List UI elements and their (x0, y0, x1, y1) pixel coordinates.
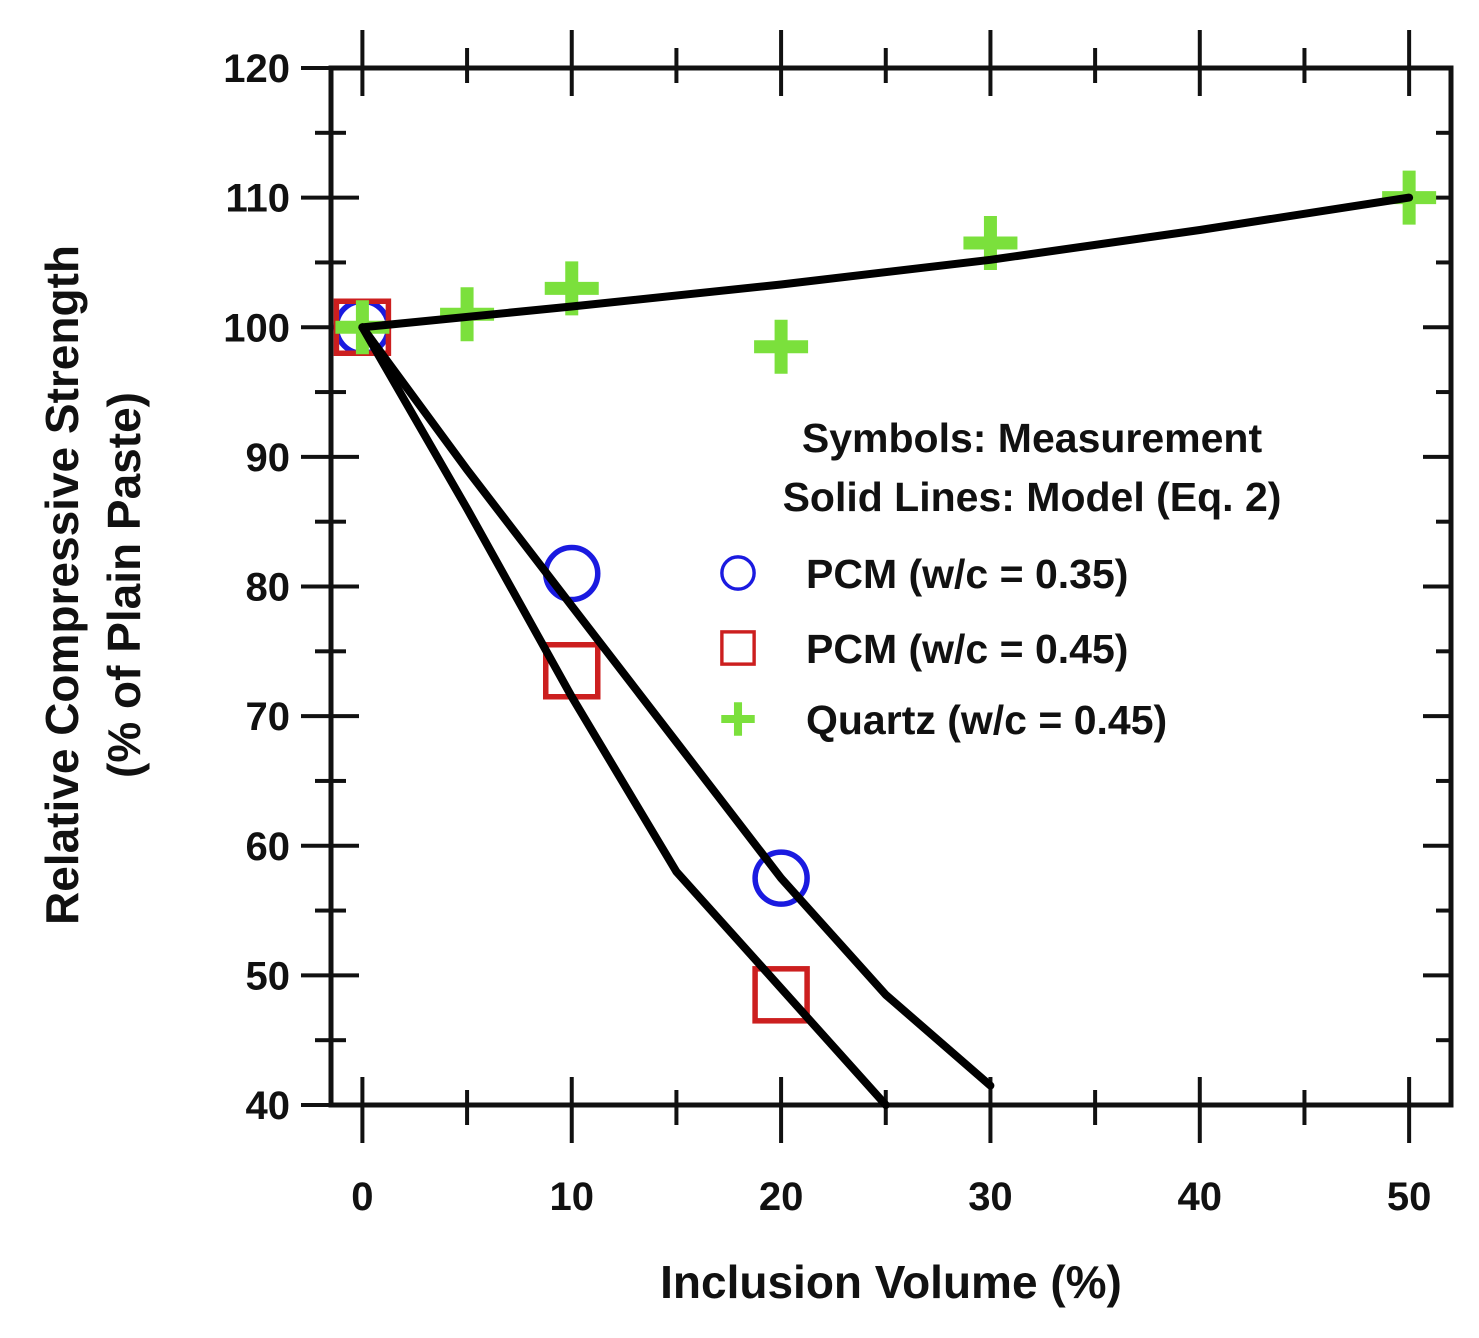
y-axis-label-line-1: Relative Compressive Strength (36, 245, 88, 925)
legend-square-icon (720, 630, 756, 666)
x-tick-label: 20 (759, 1175, 804, 1219)
x-axis-label: Inclusion Volume (%) (660, 1256, 1122, 1308)
x-tick-label: 50 (1387, 1175, 1432, 1219)
legend-entries: PCM (w/c = 0.35) PCM (w/c = 0.45) Quartz (… (720, 551, 1167, 743)
circle-data-point (752, 849, 810, 907)
model-lines (358, 193, 1414, 1109)
square-data-point (752, 966, 810, 1024)
y-tick-label: 70 (246, 695, 291, 739)
y-tick-label: 40 (246, 1084, 291, 1128)
legend-note-symbols: Symbols: Measurement (802, 415, 1263, 461)
plot-frame (328, 65, 1454, 1108)
legend-circle-icon (720, 555, 756, 591)
y-axis-label: Relative Compressive Strength (% of Plai… (36, 245, 150, 925)
x-tick-label: 0 (351, 1175, 373, 1219)
y-axis-label-line-2: (% of Plain Paste) (98, 392, 150, 778)
model-line (358, 323, 995, 1090)
tick-labels-layer: 0 10 20 30 40 50 40 50 60 70 80 90 100 110 120 (223, 47, 1431, 1219)
plus-data-point (754, 319, 809, 374)
y-tick-label: 110 (225, 177, 290, 221)
legend-plus-icon (721, 702, 755, 736)
legend-note-lines: Solid Lines: Model (Eq. 2) (783, 474, 1282, 520)
x-tick-label: 40 (1178, 1175, 1223, 1219)
y-tick-label: 50 (246, 954, 291, 998)
legend-label: PCM (w/c = 0.35) (806, 551, 1128, 597)
tick-layer (301, 30, 1451, 1143)
y-tick-label: 100 (223, 306, 290, 350)
y-tick-label: 60 (246, 825, 291, 869)
x-tick-label: 10 (549, 1175, 594, 1219)
legend-label: PCM (w/c = 0.45) (806, 626, 1128, 672)
x-tick-label: 30 (968, 1175, 1013, 1219)
y-tick-label: 120 (223, 47, 290, 91)
y-tick-label: 90 (246, 436, 291, 480)
legend: Symbols: Measurement Solid Lines: Model … (720, 415, 1282, 743)
y-tick-label: 80 (246, 566, 291, 610)
model-line (358, 323, 890, 1109)
legend-label: Quartz (w/c = 0.45) (806, 697, 1167, 743)
model-line (358, 193, 1414, 332)
